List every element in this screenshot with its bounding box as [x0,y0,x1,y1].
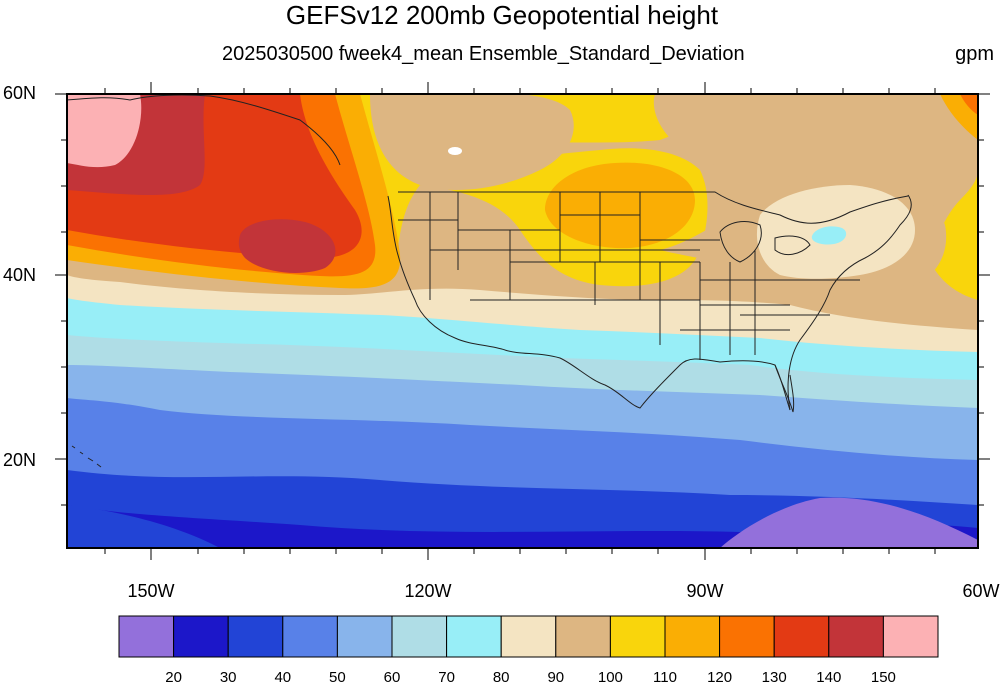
colorbar-swatch [664,615,721,658]
colorbar-swatch [446,615,502,658]
colorbar-label: 60 [384,669,401,683]
colorbar: 20 30 40 50 60 70 80 90 100 110 120 130 140 150 [118,615,939,683]
colorbar-label: 100 [598,669,623,683]
colorbar-swatch [391,615,448,658]
contour-field [67,94,978,548]
colorbar-label: 150 [871,669,896,683]
colorbar-swatch [336,615,393,658]
lon-label-60w: 60W [962,581,999,601]
axis-ticks [55,82,990,560]
colorbar-swatch [555,615,611,658]
colorbar-label: 120 [707,669,732,683]
colorbar-label: 110 [653,669,677,683]
units-label: gpm [955,43,994,65]
colorbar-swatch [609,615,666,658]
lon-label-150w: 150W [127,581,174,601]
colorbar-label: 130 [762,669,787,683]
lat-label-40n: 40N [3,265,36,285]
colorbar-label: 50 [329,669,346,683]
map-subtitle: 2025030500 fweek4_mean Ensemble_Standard… [222,43,745,65]
colorbar-label: 70 [438,669,455,683]
colorbar-swatch [828,615,884,658]
lon-label-90w: 90W [686,581,723,601]
colorbar-swatch [773,615,830,658]
lat-label-60n: 60N [3,83,36,103]
colorbar-swatch [882,615,939,658]
colorbar-label: 80 [493,669,510,683]
colorbar-swatch [282,615,338,658]
colorbar-label: 40 [274,669,291,683]
colorbar-swatch [719,615,775,658]
colorbar-label: 90 [547,669,564,683]
map-outlines [67,94,912,468]
colorbar-label: 140 [816,669,841,683]
lat-label-20n: 20N [3,450,36,470]
colorbar-swatch [227,615,284,658]
colorbar-swatch [118,615,175,658]
colorbar-swatch [173,615,229,658]
colorbar-swatch [500,615,557,658]
map-title: GEFSv12 200mb Geopotential height [285,0,719,30]
colorbar-label: 30 [220,669,237,683]
lon-label-120w: 120W [404,581,451,601]
colorbar-label: 20 [165,669,182,683]
